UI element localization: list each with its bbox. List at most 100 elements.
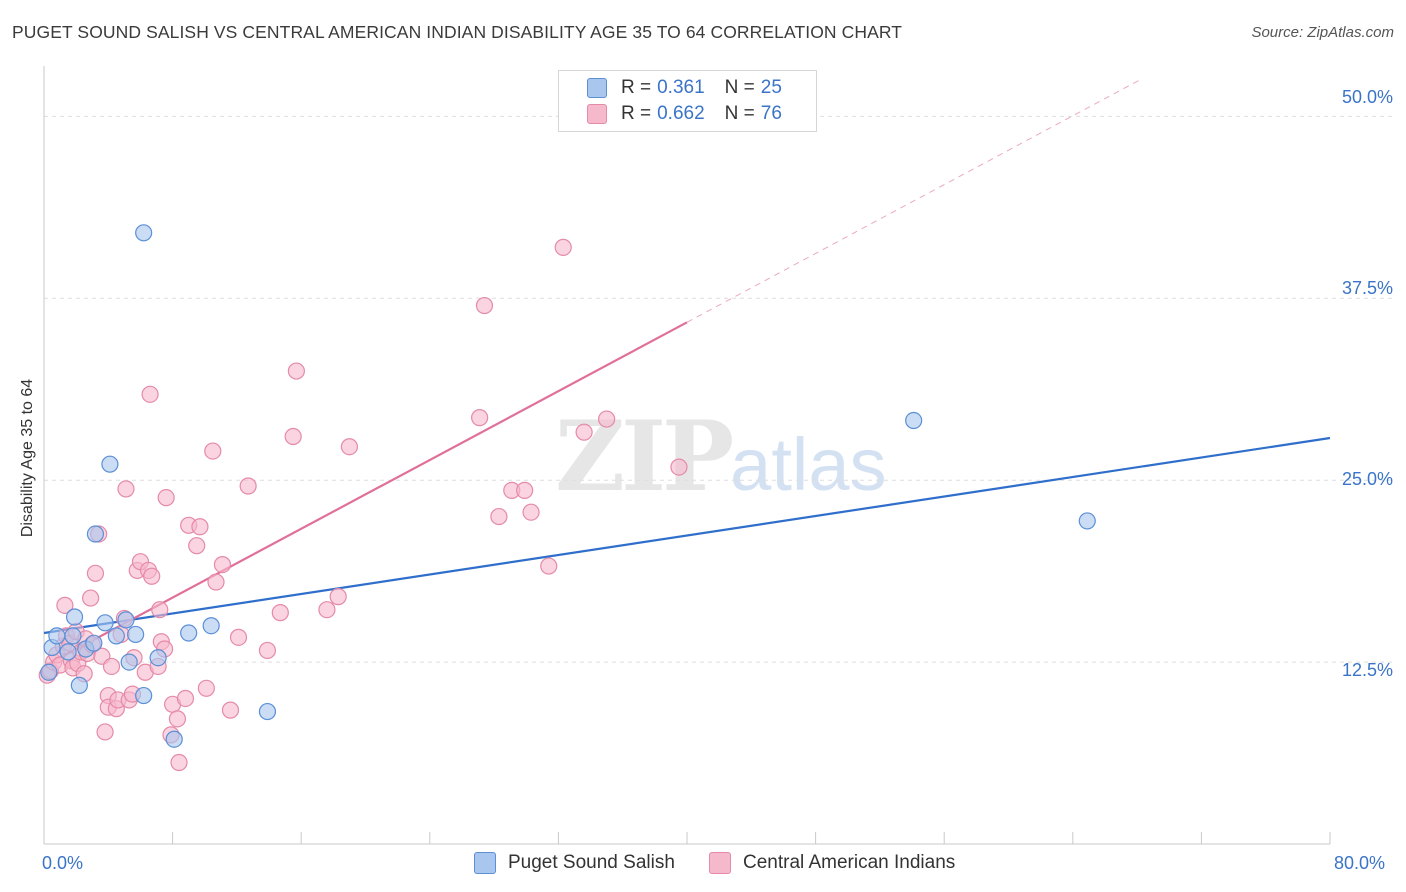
point-central-american: [96, 723, 114, 741]
point-puget: [127, 625, 145, 644]
point-central-american: [229, 628, 248, 646]
point-central-american: [157, 489, 175, 507]
point-central-american: [540, 557, 558, 575]
point-central-american: [82, 589, 100, 607]
trend-line-central-american: [43, 321, 688, 668]
point-central-american: [168, 710, 187, 728]
data-points: [38, 224, 1096, 772]
point-central-american: [141, 385, 159, 403]
point-central-american: [271, 604, 289, 622]
point-central-american: [258, 641, 277, 660]
legend-r-value: 0.662: [657, 103, 705, 124]
point-central-american: [197, 679, 215, 697]
point-puget: [107, 627, 125, 645]
point-central-american: [86, 564, 105, 582]
point-central-american: [221, 701, 240, 719]
correlation-legend: R = 0.361 N = 25 R = 0.662 N = 76: [558, 70, 817, 132]
x-max-label: 80.0%: [1334, 853, 1386, 873]
trend-line-puget: [43, 436, 1331, 635]
point-central-american: [176, 689, 195, 708]
legend-row-central-american: R = 0.662 N = 76: [587, 102, 782, 126]
y-tick-label: 37.5%: [1341, 278, 1393, 298]
point-puget: [120, 653, 138, 671]
point-central-american: [598, 410, 616, 428]
point-central-american: [318, 601, 336, 619]
point-central-american: [287, 362, 305, 380]
point-central-american: [117, 480, 135, 498]
point-puget: [48, 627, 66, 645]
legend-label: Puget Sound Salish: [508, 852, 675, 873]
point-central-american: [471, 409, 489, 427]
trend-line-extension-central-american: [686, 79, 1140, 323]
point-puget: [905, 411, 923, 430]
chart-title: PUGET SOUND SALISH VS CENTRAL AMERICAN I…: [12, 22, 903, 42]
point-puget: [258, 702, 277, 721]
point-central-american: [475, 296, 494, 315]
point-central-american: [329, 588, 347, 606]
point-central-american: [213, 555, 232, 574]
point-central-american: [284, 427, 302, 446]
legend-item-puget-sound-salish: Puget Sound Salish: [474, 852, 675, 874]
y-tick-label: 25.0%: [1341, 469, 1393, 489]
point-puget: [86, 525, 105, 543]
point-central-american: [56, 596, 74, 614]
point-puget: [40, 663, 58, 681]
legend-row-puget: R = 0.361 N = 25: [587, 76, 782, 100]
point-central-american: [102, 657, 121, 676]
legend-r-label: R =: [621, 77, 652, 98]
point-puget: [149, 649, 167, 667]
point-central-american: [670, 458, 688, 476]
legend-swatch-blue: [587, 78, 607, 98]
point-central-american: [191, 518, 209, 536]
point-central-american: [490, 507, 508, 526]
point-central-american: [151, 601, 169, 619]
watermark-zip: ZIP: [555, 400, 734, 513]
legend-n-value: 25: [760, 77, 782, 98]
point-puget: [165, 730, 183, 748]
point-puget: [70, 676, 88, 694]
point-central-american: [204, 442, 222, 460]
axes: [43, 66, 1331, 845]
watermark: ZIPatlas: [555, 400, 886, 513]
legend-n-label: N =: [724, 77, 755, 98]
point-central-american: [143, 567, 161, 585]
point-puget: [96, 614, 114, 632]
point-central-american: [170, 753, 188, 772]
watermark-atlas: atlas: [730, 423, 887, 506]
legend-swatch-blue: [474, 852, 496, 874]
legend-r-value: 0.361: [657, 77, 705, 98]
legend-n-label: N =: [724, 103, 755, 124]
point-puget: [135, 224, 153, 242]
legend-swatch-pink: [709, 852, 731, 874]
source-label: Source: ZipAtlas.com: [1251, 24, 1394, 41]
trend-lines: [43, 79, 1331, 668]
point-central-american: [575, 423, 593, 441]
y-tick-label: 50.0%: [1341, 87, 1393, 107]
point-central-american: [516, 481, 534, 499]
point-puget: [64, 627, 82, 645]
legend-r-label: R =: [621, 103, 652, 124]
point-puget: [180, 624, 198, 642]
point-puget: [117, 611, 135, 629]
point-puget: [59, 643, 77, 661]
point-puget: [85, 634, 103, 652]
legend-label: Central American Indians: [743, 852, 956, 873]
point-puget: [202, 617, 220, 635]
point-central-american: [188, 537, 206, 555]
point-puget: [1078, 512, 1096, 530]
y-tick-label: 12.5%: [1341, 660, 1393, 680]
point-central-american: [239, 477, 257, 495]
legend-swatch-pink: [587, 104, 607, 124]
legend-item-central-american-indians: Central American Indians: [709, 852, 955, 874]
point-puget: [135, 686, 153, 705]
legend-n-value: 76: [760, 103, 782, 124]
point-central-american: [522, 503, 540, 521]
gridlines: [44, 115, 1393, 663]
point-central-american: [207, 573, 225, 591]
x-min-label: 0.0%: [42, 853, 84, 873]
point-central-american: [554, 238, 572, 256]
point-central-american: [340, 438, 359, 456]
point-puget: [65, 608, 84, 626]
y-axis-title: Disability Age 35 to 64: [19, 378, 36, 538]
